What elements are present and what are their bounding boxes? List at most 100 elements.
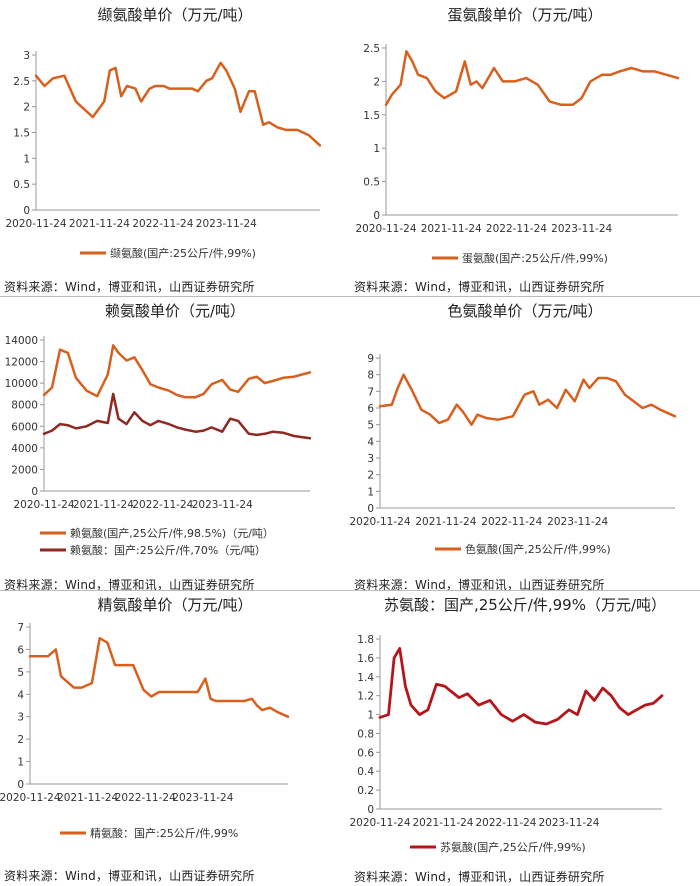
series-line [384,50,680,107]
y-tick-label: 2 [373,76,380,88]
chart-plot: 0 1 2 3 4 5 6 7 2020-11-242021-11-242022-11-2420… [0,622,290,840]
chart-plot: 0 0.2 0.4 0.6 0.8 1 1.2 1.4 1.6 1.8 2020-11-24 2021… [349,634,664,854]
legend-label: 赖氨酸：国产:25公斤/件,70%（元/吨） [70,543,266,557]
x-tick-label: 2020-11-24 [349,516,410,528]
y-tick-label: 14000 [5,335,38,347]
chart-plot: 0 1 2 3 4 5 6 7 8 9 2020-11-24 2021-11-24 2022-11-24… [349,353,677,556]
x-tick-label: 2020-11-24 [349,817,410,829]
y-tick-label: 10000 [5,378,38,390]
chart-title: 蛋氨酸单价（万元/吨） [447,6,603,24]
chart-title: 精氨酸单价（万元/吨） [97,596,253,614]
chart-title: 色氨酸单价（万元/吨） [447,302,603,320]
x-tick-label: 2023-11-24 [196,218,257,230]
y-tick-label: 1.8 [357,634,374,646]
y-tick-label: 0 [367,804,374,816]
x-tick-label: 2021-11-24 [57,792,118,804]
y-tick-label: 0.2 [357,785,374,797]
chart-panel: 色氨酸单价（万元/吨） 0 1 2 3 4 5 6 7 8 9 2020-11-24 2021-11-2… [349,296,700,592]
row-divider [0,590,700,591]
series-line [42,392,312,440]
x-tick-label: 2023-11-24 [172,792,233,804]
source-note: 资料来源：Wind，博亚和讯，山西证券研究所 [4,280,255,294]
y-tick-label: 0 [373,210,380,222]
series-line [28,636,290,718]
source-note: 资料来源：Wind，博亚和讯，山西证券研究所 [4,578,255,592]
x-tick-label: 2022-11-24 [132,499,193,511]
y-tick-label: 6000 [11,421,38,433]
source-note: 资料来源：Wind，博亚和讯，山西证券研究所 [354,280,605,294]
y-tick-label: 9 [367,353,374,365]
y-tick-label: 6 [17,644,24,656]
legend-label: 苏氨酸(国产,25公斤/件,99%) [440,840,586,854]
legend-label: 精氨酸：国产:25公斤/件,99% [90,826,238,840]
x-tick-label: 2022-11-24 [475,817,536,829]
y-tick-label: 6 [367,403,374,415]
x-tick-label: 2023-11-24 [547,516,608,528]
y-tick-label: 0.8 [357,728,374,740]
y-tick-label: 0.5 [363,177,380,189]
y-tick-label: 1 [367,486,374,498]
legend-label: 赖氨酸(国产,25公斤/件,98.5%)（元/吨） [70,526,274,540]
series-line [378,373,677,426]
source-note: 资料来源：Wind，博亚和讯，山西证券研究所 [354,870,605,884]
y-tick-label: 2.5 [363,43,380,55]
y-tick-label: 12000 [5,357,38,369]
y-tick-label: 1.5 [13,128,30,140]
y-tick-label: 1.2 [357,691,374,703]
x-tick-label: 2022-11-24 [486,223,547,235]
chart-panel: 缬氨酸单价（万元/吨） 0 0.5 1 1.5 2 2.5 3 2020-11-24 2021-1… [0,0,350,296]
y-tick-label: 2 [23,102,30,114]
chart-plot: 0 0.5 1 1.5 2 2.5 3 2020-11-24 2021-11-24 2022-11… [5,50,322,260]
y-tick-label: 0.6 [357,747,374,759]
series-line [378,647,664,726]
series-line [42,344,312,399]
y-tick-label: 4000 [11,443,38,455]
x-tick-label: 2021-11-24 [73,499,134,511]
x-tick-label: 2023-11-24 [538,817,599,829]
x-tick-label: 2021-11-24 [69,218,130,230]
chart-plot: 0 0.5 1 1.5 2 2.5 2020-11-24 2021-11-24 2022-11-… [355,43,680,265]
chart-title: 缬氨酸单价（万元/吨） [97,6,253,24]
x-tick-label: 2023-11-24 [551,223,612,235]
x-tick-label: 2022-11-24 [481,516,542,528]
y-tick-label: 1.5 [363,110,380,122]
x-tick-label: 2020-11-24 [5,218,66,230]
y-tick-label: 0.5 [13,179,30,191]
x-tick-label: 2020-11-24 [13,499,74,511]
x-tick-label: 2022-11-24 [115,792,176,804]
y-tick-label: 7 [367,386,374,398]
y-tick-label: 4 [367,436,374,448]
y-tick-label: 1 [367,710,374,722]
legend-label: 色氨酸(国产,25公斤/件,99%) [465,542,611,556]
y-tick-label: 4 [17,689,24,701]
y-tick-label: 1.6 [357,653,374,665]
x-tick-label: 2021-11-24 [415,516,476,528]
x-tick-label: 2020-11-24 [0,792,61,804]
series-line [34,61,322,147]
y-tick-label: 0 [23,205,30,217]
x-tick-label: 2021-11-24 [412,817,473,829]
x-tick-label: 2023-11-24 [192,499,253,511]
y-tick-label: 2000 [11,464,38,476]
y-tick-label: 5 [17,667,24,679]
y-tick-label: 2.5 [13,76,30,88]
y-tick-label: 0 [367,503,374,515]
y-tick-label: 0.4 [357,766,374,778]
chart-panel: 精氨酸单价（万元/吨） 0 1 2 3 4 5 6 7 2020-11-24 2021-11-24 2… [0,590,350,886]
x-tick-label: 2020-11-24 [355,223,416,235]
y-tick-label: 2 [367,470,374,482]
y-tick-label: 2 [17,734,24,746]
y-tick-label: 3 [17,712,24,724]
chart-panel: 赖氨酸单价（元/吨） 0 2000 4000 6000 8000 10000 12000 140… [0,296,350,592]
chart-plot: 0 2000 4000 6000 8000 10000 12000 14000 2020-11-… [5,335,312,557]
y-tick-label: 1.4 [357,672,374,684]
y-tick-label: 1 [23,153,30,165]
y-tick-label: 3 [367,453,374,465]
y-tick-label: 1 [373,143,380,155]
y-tick-label: 0 [17,779,24,791]
source-note: 资料来源：Wind，博亚和讯，山西证券研究所 [354,578,605,592]
row-divider [0,296,700,297]
y-tick-label: 1 [17,757,24,769]
y-tick-label: 3 [23,50,30,62]
